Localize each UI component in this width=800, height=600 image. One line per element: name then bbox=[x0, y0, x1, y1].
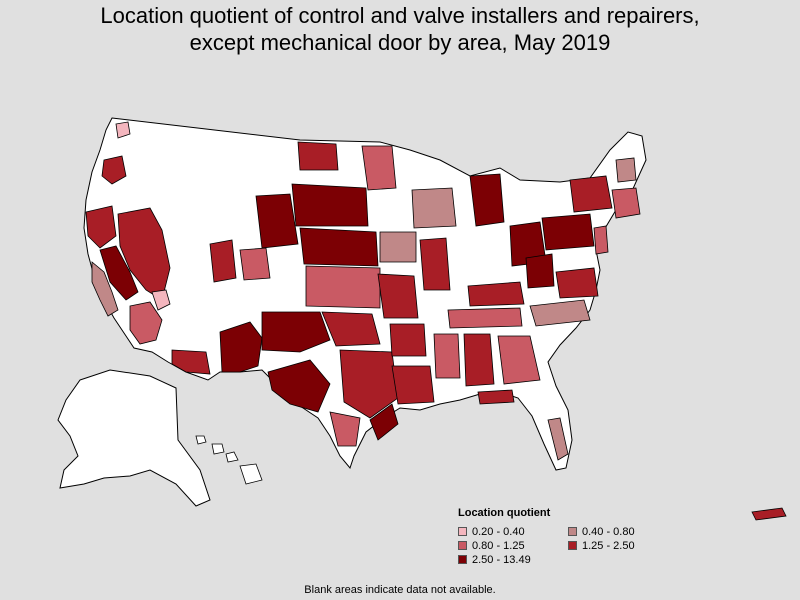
region-central-california bbox=[99, 245, 139, 301]
region-oregon-west bbox=[101, 155, 127, 185]
region-nevada-south bbox=[151, 289, 171, 311]
map-title: Location quotient of control and valve i… bbox=[0, 2, 800, 56]
map-title-line-1: Location quotient of control and valve i… bbox=[100, 3, 700, 28]
legend-swatch bbox=[458, 555, 467, 564]
region-arkansas bbox=[389, 323, 427, 357]
region-southern-california bbox=[129, 301, 163, 345]
map-legend: Location quotient 0.20 - 0.40 0.40 - 0.8… bbox=[458, 507, 698, 566]
region-wisconsin bbox=[411, 187, 457, 229]
region-new-england bbox=[611, 187, 641, 219]
region-texas-panhandle bbox=[261, 311, 331, 353]
legend-label: 0.80 - 1.25 bbox=[472, 539, 525, 552]
region-nebraska bbox=[299, 227, 379, 267]
region-coastal-california bbox=[91, 261, 119, 317]
region-texas-west bbox=[267, 359, 331, 413]
legend-swatch bbox=[568, 541, 577, 550]
region-maine-south bbox=[615, 157, 637, 183]
legend-item: 0.40 - 0.80 bbox=[568, 525, 678, 538]
region-arizona-south bbox=[171, 349, 211, 375]
legend-item: 0.80 - 1.25 bbox=[458, 539, 568, 552]
region-wyoming-east bbox=[255, 193, 299, 249]
legend-swatch bbox=[568, 527, 577, 536]
region-alaska bbox=[57, 369, 211, 507]
legend-item: 2.50 - 13.49 bbox=[458, 553, 568, 566]
region-colorado-west bbox=[209, 239, 237, 283]
region-puerto-rico bbox=[751, 507, 787, 521]
region-washington-north bbox=[115, 121, 131, 139]
region-illinois bbox=[419, 237, 451, 291]
legend-title: Location quotient bbox=[458, 507, 551, 519]
region-louisiana bbox=[391, 365, 435, 405]
legend-item: 1.25 - 2.50 bbox=[568, 539, 678, 552]
map-title-line-2: except mechanical door by area, May 2019 bbox=[189, 30, 611, 55]
legend-swatch bbox=[458, 527, 467, 536]
region-texas-east bbox=[339, 349, 399, 419]
region-north-dakota-west bbox=[297, 141, 339, 171]
region-florida-panhandle bbox=[477, 389, 515, 405]
region-new-jersey bbox=[593, 225, 609, 255]
legend-items: 0.20 - 0.40 0.40 - 0.80 0.80 - 1.25 1.25… bbox=[458, 525, 698, 566]
region-georgia bbox=[497, 335, 541, 385]
region-pennsylvania bbox=[541, 213, 595, 251]
region-virginia bbox=[555, 267, 599, 299]
legend-label: 0.40 - 0.80 bbox=[582, 525, 635, 538]
region-oklahoma bbox=[321, 311, 381, 347]
region-florida-peninsula bbox=[547, 417, 569, 461]
region-michigan bbox=[469, 173, 505, 227]
region-kansas bbox=[305, 265, 381, 309]
region-south-dakota bbox=[291, 183, 369, 227]
region-alabama bbox=[463, 333, 495, 387]
region-north-carolina bbox=[529, 299, 591, 327]
region-tennessee bbox=[447, 307, 523, 329]
region-new-mexico bbox=[219, 321, 263, 373]
region-mississippi bbox=[433, 333, 461, 379]
region-hawaii bbox=[195, 435, 263, 485]
region-new-york bbox=[569, 175, 613, 213]
legend-label: 1.25 - 2.50 bbox=[582, 539, 635, 552]
legend-label: 0.20 - 0.40 bbox=[472, 525, 525, 538]
region-missouri bbox=[377, 273, 419, 319]
region-kentucky bbox=[467, 281, 525, 307]
region-iowa bbox=[379, 231, 417, 263]
region-texas-gulf bbox=[369, 403, 399, 441]
region-west-virginia bbox=[525, 253, 555, 289]
legend-item: 0.20 - 0.40 bbox=[458, 525, 568, 538]
region-minnesota bbox=[361, 145, 397, 191]
region-northern-california bbox=[85, 205, 117, 249]
legend-swatch bbox=[458, 541, 467, 550]
region-colorado-east bbox=[239, 247, 271, 281]
footnote: Blank areas indicate data not available. bbox=[304, 584, 496, 596]
legend-label: 2.50 - 13.49 bbox=[472, 553, 531, 566]
region-texas-south bbox=[329, 411, 361, 447]
